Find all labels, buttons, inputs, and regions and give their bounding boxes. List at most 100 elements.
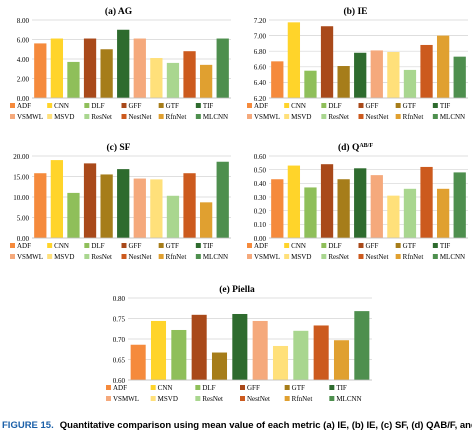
legend-label-gtf: GTF bbox=[403, 102, 416, 110]
legend-label-resnet: ResNet bbox=[91, 113, 112, 121]
bar-adf bbox=[271, 179, 284, 238]
legend-swatch-tif bbox=[432, 103, 438, 108]
bar-gtf bbox=[211, 352, 228, 380]
bar-msvd bbox=[150, 58, 163, 98]
legend-swatch-tif bbox=[329, 385, 335, 390]
chart-title-superscript: AB/F bbox=[359, 143, 373, 149]
legend-label-rfnnet: RfnNet bbox=[166, 253, 187, 261]
bar-cnn bbox=[50, 160, 64, 238]
legend-label-dlf: DLF bbox=[91, 242, 104, 250]
bar-vsmwl bbox=[133, 38, 146, 98]
legend-label-gff: GFF bbox=[247, 384, 260, 392]
legend-swatch-dlf bbox=[321, 243, 327, 248]
legend-label-dlf: DLF bbox=[202, 384, 215, 392]
bar-adf bbox=[34, 43, 47, 98]
bar-tif bbox=[117, 169, 130, 238]
legend-label-gff: GFF bbox=[129, 242, 142, 250]
y-tick-label: 0.30 bbox=[254, 194, 267, 202]
legend-swatch-rfnnet bbox=[395, 114, 401, 119]
legend-swatch-nestnet bbox=[358, 254, 364, 259]
legend-label-tif: TIF bbox=[440, 102, 451, 110]
legend-swatch-dlf bbox=[321, 103, 327, 108]
bar-adf bbox=[271, 61, 284, 98]
y-tick-label: 0.00 bbox=[254, 235, 267, 243]
y-tick-label: 0.60 bbox=[113, 377, 126, 385]
bar-cnn bbox=[287, 22, 301, 99]
legend-label-gtf: GTF bbox=[166, 242, 179, 250]
legend-label-vsmwl: VSMWL bbox=[254, 113, 280, 121]
legend-label-mlcnn: MLCNN bbox=[203, 113, 228, 121]
bar-vsmwl bbox=[370, 175, 383, 238]
bar-resnet bbox=[403, 188, 417, 238]
chart-title: (c) SF bbox=[106, 142, 130, 153]
bar-cnn bbox=[287, 165, 301, 238]
bar-mlcnn bbox=[216, 38, 229, 98]
bar-nestnet bbox=[313, 325, 329, 380]
bar-dlf bbox=[304, 70, 317, 98]
legend-swatch-gff bbox=[240, 385, 245, 390]
legend-label-dlf: DLF bbox=[328, 102, 341, 110]
legend-label-vsmwl: VSMWL bbox=[113, 395, 139, 403]
y-tick-label: 0.10 bbox=[254, 221, 267, 229]
chart-title: (e) Piella bbox=[219, 284, 255, 295]
legend-swatch-dlf bbox=[84, 243, 90, 248]
legend-swatch-vsmwl bbox=[247, 254, 252, 259]
legend-swatch-mlcnn bbox=[195, 254, 201, 259]
legend-swatch-nestnet bbox=[240, 396, 245, 401]
bar-msvd bbox=[272, 345, 289, 380]
legend-swatch-nestnet bbox=[121, 254, 127, 259]
legend-swatch-resnet bbox=[84, 114, 90, 119]
legend-label-nestnet: NestNet bbox=[366, 253, 389, 261]
legend-swatch-vsmwl bbox=[10, 254, 15, 259]
legend-label-cnn: CNN bbox=[291, 102, 306, 110]
bar-mlcnn bbox=[354, 311, 370, 380]
legend-label-resnet: ResNet bbox=[202, 395, 223, 403]
legend-swatch-vsmwl bbox=[106, 396, 111, 401]
legend-label-mlcnn: MLCNN bbox=[203, 253, 228, 261]
y-tick-label: 0.20 bbox=[254, 207, 267, 215]
bar-resnet bbox=[166, 62, 180, 98]
chart-sf: (c) SF 0.00 5.00 10.00 15.00 20.00 ADF CNN DLF GF… bbox=[10, 142, 231, 261]
bar-mlcnn bbox=[216, 161, 229, 238]
legend-label-adf: ADF bbox=[254, 242, 268, 250]
bar-cnn bbox=[50, 38, 64, 98]
y-tick-label: 7.00 bbox=[254, 32, 267, 40]
legend-swatch-adf bbox=[247, 243, 252, 248]
legend-swatch-vsmwl bbox=[10, 114, 15, 119]
legend-label-vsmwl: VSMWL bbox=[254, 253, 280, 261]
legend-swatch-cnn bbox=[284, 103, 290, 108]
legend-label-mlcnn: MLCNN bbox=[440, 253, 465, 261]
legend-label-mlcnn: MLCNN bbox=[440, 113, 465, 121]
legend-swatch-msvd bbox=[47, 114, 53, 119]
bar-gff bbox=[83, 163, 97, 238]
y-tick-label: 6.00 bbox=[17, 36, 30, 44]
legend-label-cnn: CNN bbox=[54, 242, 69, 250]
bar-dlf bbox=[171, 329, 187, 380]
y-tick-label: 5.00 bbox=[17, 214, 30, 222]
bar-gtf bbox=[337, 66, 350, 98]
legend-swatch-tif bbox=[195, 243, 201, 248]
bar-mlcnn bbox=[453, 56, 466, 98]
legend-swatch-gtf bbox=[395, 103, 401, 108]
bar-mlcnn bbox=[453, 172, 466, 238]
legend-swatch-gff bbox=[121, 103, 127, 108]
legend-swatch-gtf bbox=[284, 385, 290, 390]
y-tick-label: 7.20 bbox=[254, 17, 267, 25]
legend-label-rfnnet: RfnNet bbox=[403, 113, 424, 121]
y-tick-label: 6.20 bbox=[254, 95, 267, 103]
y-tick-label: 6.80 bbox=[254, 48, 267, 56]
bar-gff bbox=[191, 314, 207, 380]
legend-label-adf: ADF bbox=[113, 384, 127, 392]
bar-tif bbox=[117, 29, 130, 98]
chart-qabf: (d) QAB/F 0.00 0.10 0.20 0.30 0.40 0.50 0.60 ADF… bbox=[247, 142, 468, 261]
y-tick-label: 6.40 bbox=[254, 79, 267, 87]
legend-swatch-resnet bbox=[84, 254, 90, 259]
legend-label-msvd: MSVD bbox=[158, 395, 178, 403]
bar-gtf bbox=[100, 49, 113, 98]
y-tick-label: 6.60 bbox=[254, 64, 267, 72]
y-tick-label: 0.60 bbox=[254, 153, 267, 161]
legend-swatch-dlf bbox=[84, 103, 90, 108]
legend-label-resnet: ResNet bbox=[328, 253, 349, 261]
bar-msvd bbox=[150, 179, 163, 238]
y-tick-label: 15.00 bbox=[13, 173, 29, 181]
